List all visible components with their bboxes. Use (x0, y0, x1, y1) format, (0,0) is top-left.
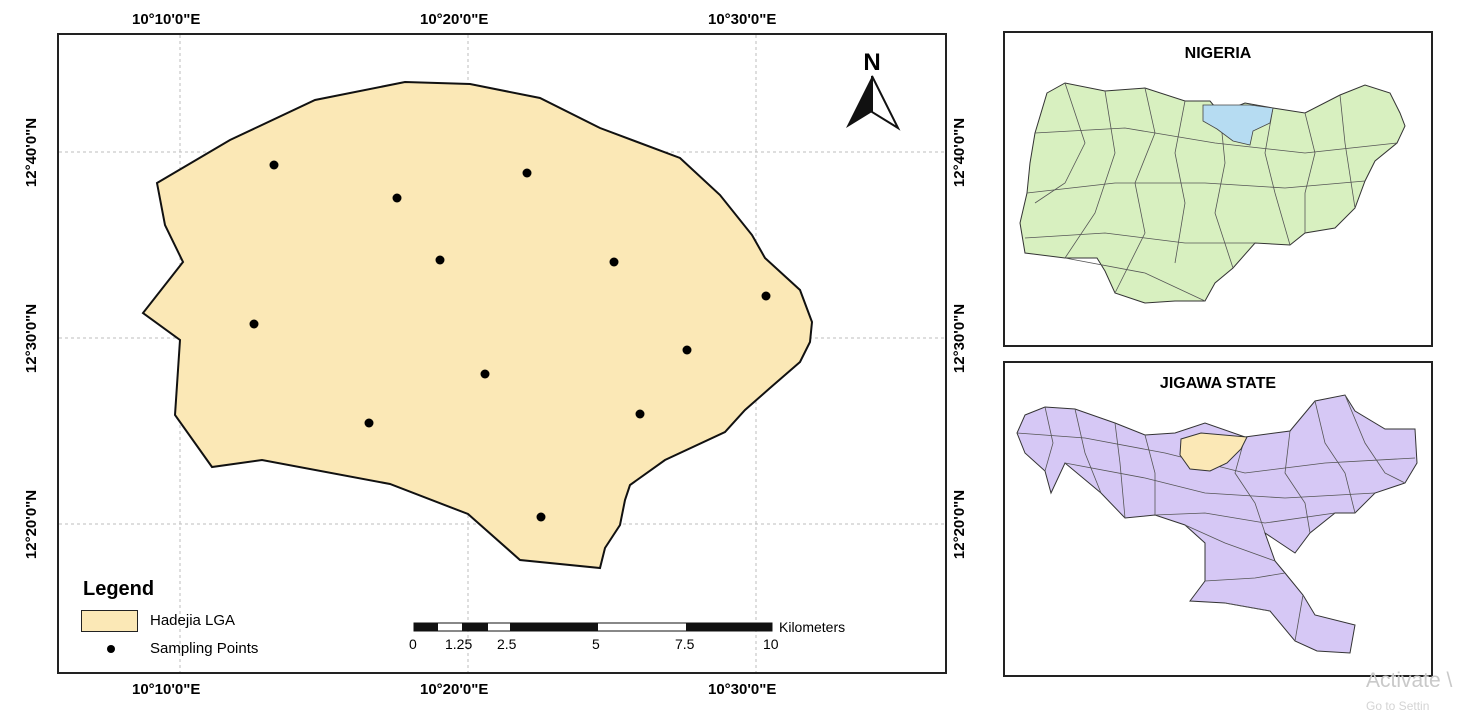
north-arrow-left (846, 76, 872, 128)
scale-segment (510, 623, 598, 631)
scale-segment (414, 623, 438, 631)
scale-unit: Kilometers (779, 619, 846, 635)
inset-jigawa-title: JIGAWA STATE (1159, 375, 1277, 392)
sampling-point (392, 193, 402, 203)
jigawa-outline (1016, 394, 1418, 654)
nigeria-map (1019, 82, 1406, 304)
sampling-points (249, 160, 771, 522)
legend-label-points: Sampling Points (150, 640, 259, 657)
sampling-point (480, 369, 490, 379)
nigeria-state-borders (1024, 82, 1398, 302)
jigawa-map (1016, 394, 1418, 654)
top-tick-3: 10°30'0"E (708, 11, 777, 28)
scale-segment (686, 623, 772, 631)
main-map: N (59, 35, 945, 672)
right-tick-1: 12°40'0"N (951, 117, 969, 188)
jigawa-lga-borders (1016, 394, 1416, 642)
north-arrow: N (846, 49, 901, 131)
main-map-frame (57, 33, 947, 674)
bottom-tick-2: 10°20'0"E (420, 681, 489, 698)
bottom-tick-3: 10°30'0"E (708, 681, 777, 698)
inset-nigeria: NIGERIA (1003, 31, 1433, 347)
sampling-point (522, 168, 532, 178)
sampling-point (364, 418, 374, 428)
scale-segment (462, 623, 488, 631)
scale-label-7-5: 7.5 (675, 636, 695, 652)
legend-title: Legend (83, 578, 155, 600)
inset-nigeria-title: NIGERIA (1184, 45, 1252, 62)
sampling-point (249, 319, 259, 329)
top-tick-2: 10°20'0"E (420, 11, 489, 28)
hadejia-lga-polygon (141, 80, 814, 570)
north-arrow-label: N (863, 49, 880, 76)
sampling-point (269, 160, 279, 170)
scale-label-5: 5 (592, 636, 600, 652)
scale-label-1-25: 1.25 (445, 636, 473, 652)
sampling-point (635, 409, 645, 419)
inset-jigawa: JIGAWA STATE (1003, 361, 1433, 677)
activate-watermark: Activate \ (1366, 669, 1453, 692)
scale-label-0: 0 (409, 636, 417, 652)
sampling-point (536, 512, 546, 522)
right-tick-2: 12°30'0"N (951, 303, 969, 374)
legend-swatch-lga (81, 610, 138, 632)
nigeria-jigawa-highlight (1202, 104, 1274, 146)
scale-bar (413, 622, 773, 632)
north-arrow-right (871, 75, 901, 131)
sampling-point (682, 345, 692, 355)
sampling-point (609, 257, 619, 267)
scale-label-2-5: 2.5 (497, 636, 517, 652)
scale-label-10: 10 (763, 636, 779, 652)
sampling-point (435, 255, 445, 265)
jigawa-hadejia-highlight (1179, 432, 1248, 472)
bottom-tick-1: 10°10'0"E (132, 681, 201, 698)
legend-label-lga: Hadejia LGA (150, 612, 236, 629)
right-tick-3: 12°20'0"N (951, 489, 969, 560)
sampling-point (761, 291, 771, 301)
activate-watermark-sub: Go to Settin (1366, 699, 1430, 713)
top-tick-1: 10°10'0"E (132, 11, 201, 28)
legend-symbol-point (107, 645, 115, 653)
